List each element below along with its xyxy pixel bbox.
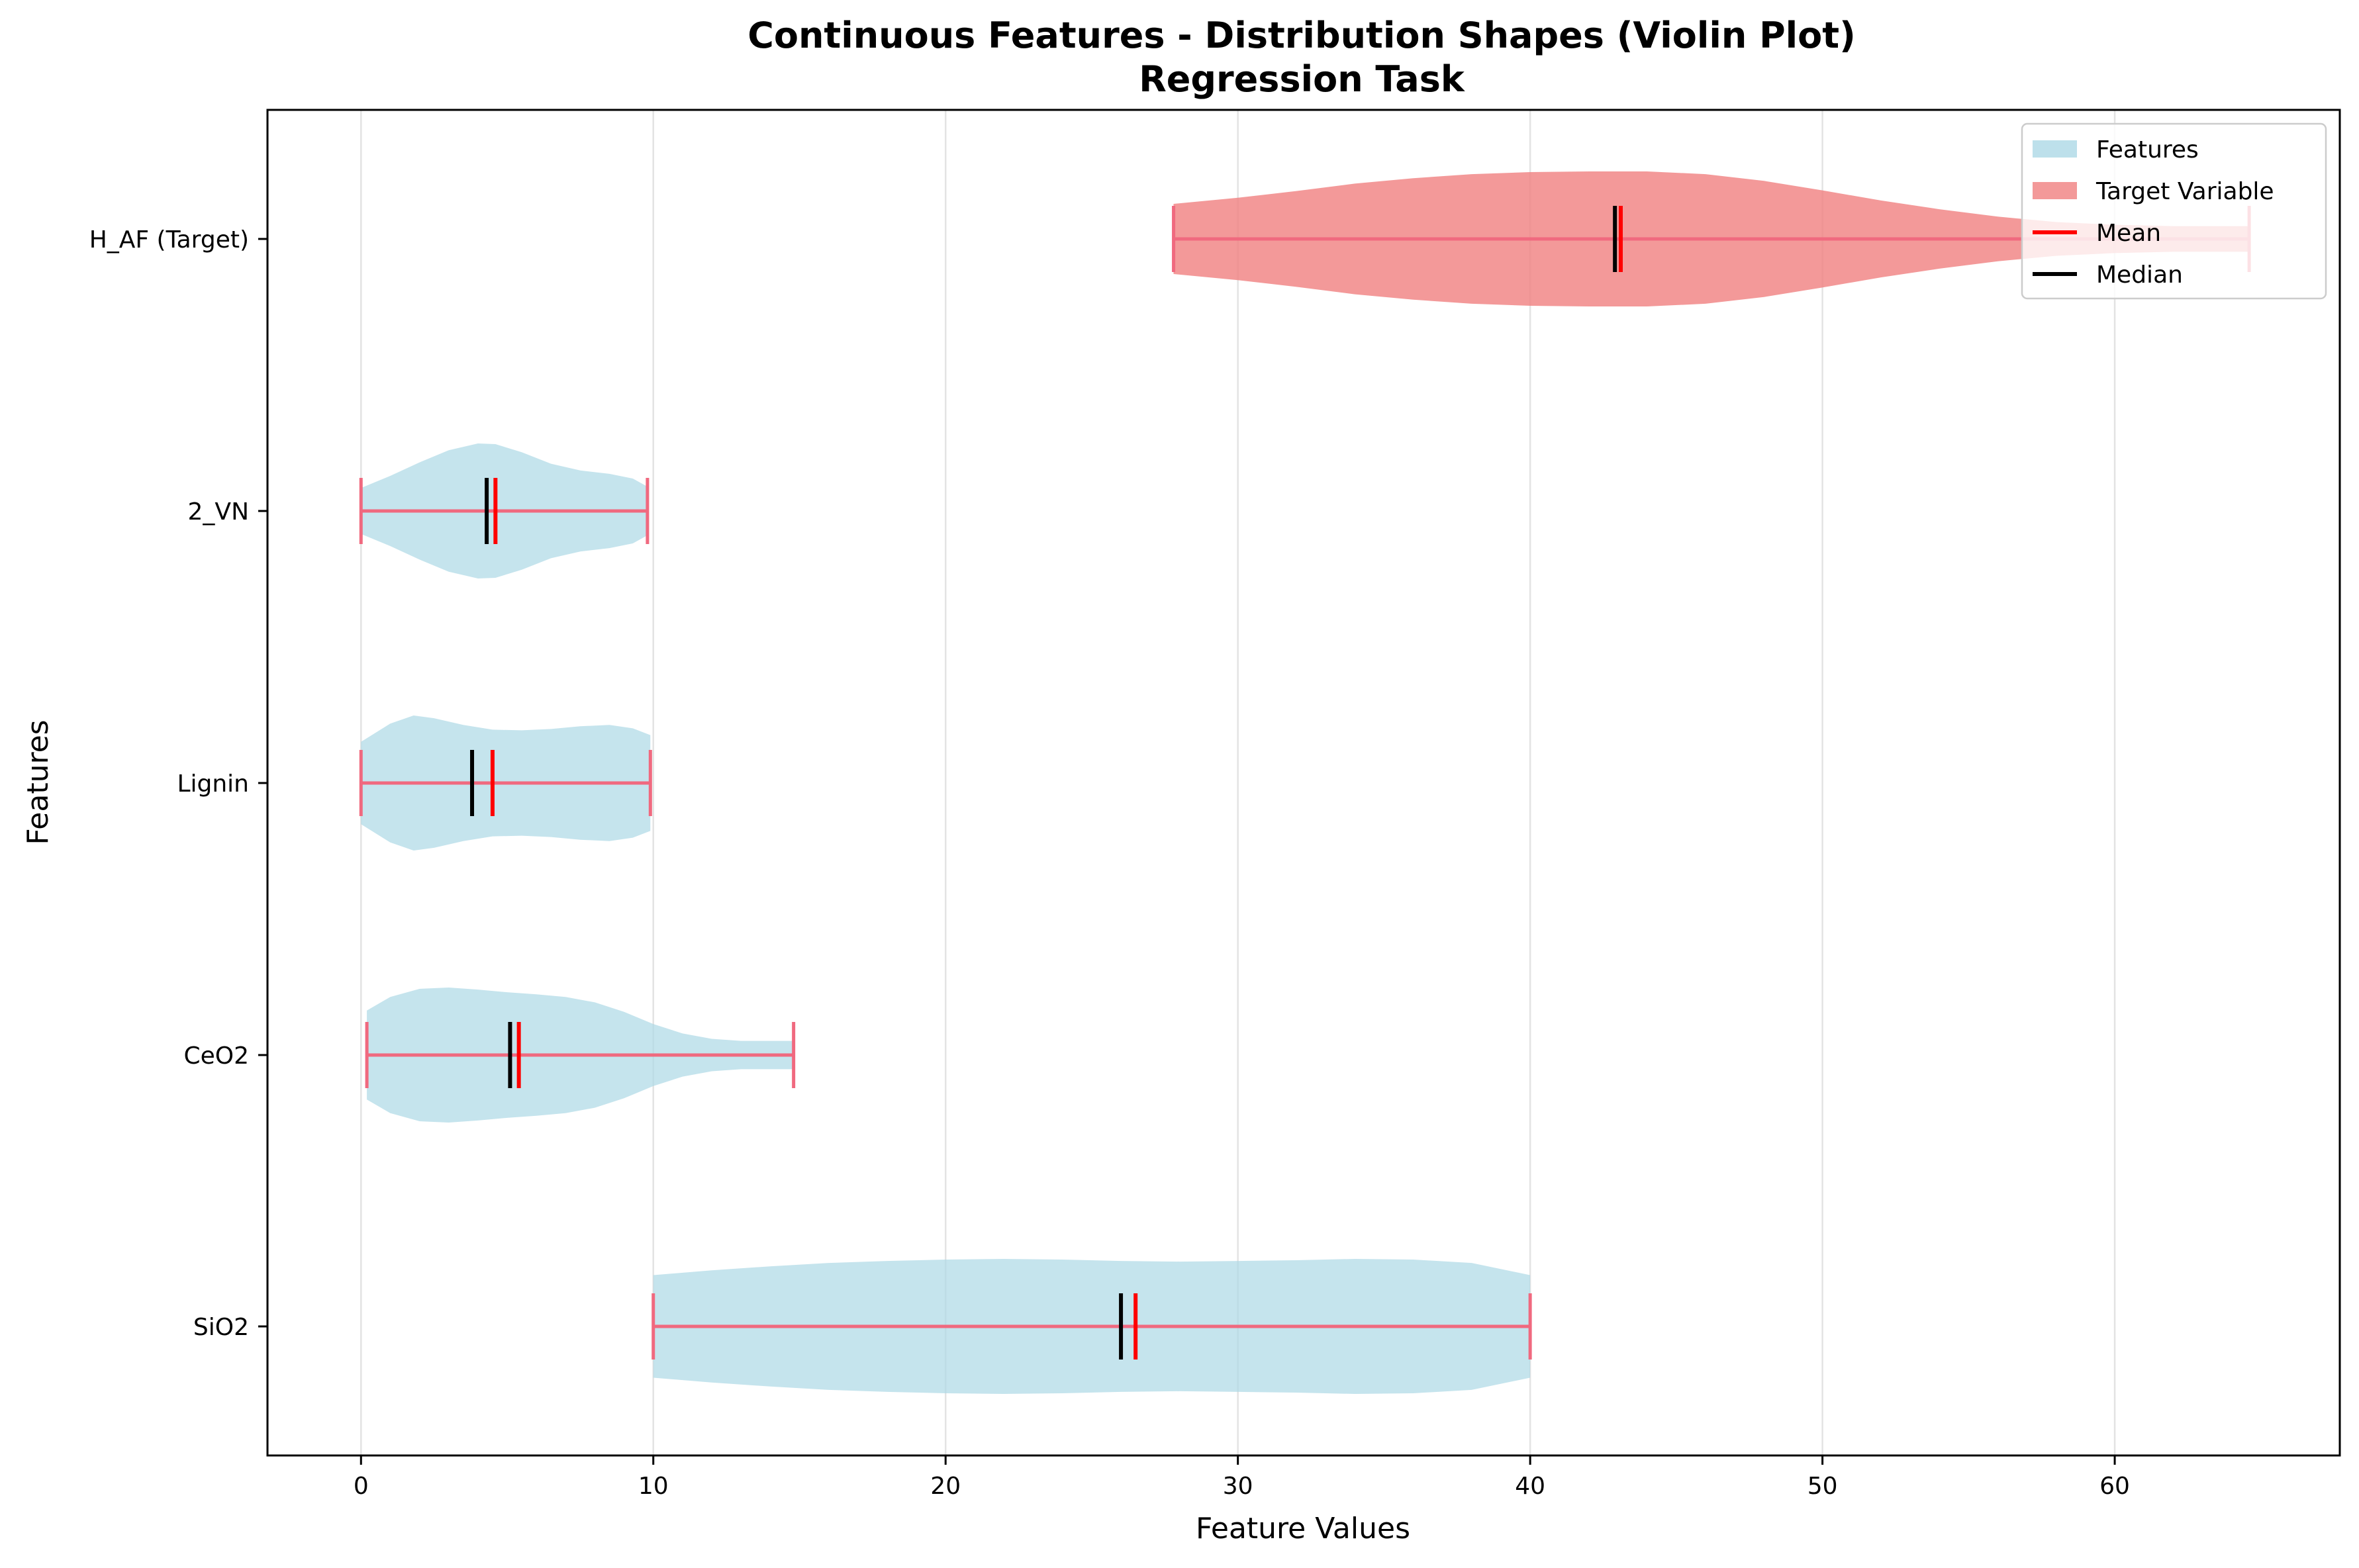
y-tick-label: 2_VN [188,498,249,526]
x-tick-label: 0 [354,1473,369,1500]
x-axis-ticks: 0 10 20 30 40 50 60 [354,1455,2130,1500]
y-tick-label: Lignin [177,770,249,798]
chart-title: Continuous Features - Distribution Shape… [747,15,1856,56]
legend-label: Target Variable [2095,178,2274,205]
legend-swatch [2033,140,2077,158]
legend: Features Target Variable Mean Median [2021,122,2327,300]
x-tick-label: 30 [1223,1473,1253,1500]
x-tick-label: 20 [930,1473,961,1500]
legend-label: Median [2096,261,2183,289]
y-tick-label: SiO2 [193,1314,249,1341]
legend-label: Features [2096,136,2199,163]
legend-swatch [2033,182,2077,199]
legend-box [2021,122,2327,300]
chart-subtitle: Regression Task [1139,58,1465,100]
x-tick-label: 50 [1807,1473,1838,1500]
x-tick-label: 10 [638,1473,669,1500]
y-axis-ticks: SiO2 CeO2 Lignin 2_VN H_AF (Target) [89,226,267,1341]
y-axis-label: Features [21,719,55,845]
x-tick-label: 40 [1515,1473,1545,1500]
grid-layer [360,110,2116,1455]
x-axis-label: Feature Values [1196,1512,1410,1545]
x-tick-label: 60 [2099,1473,2130,1500]
y-tick-label: CeO2 [183,1042,249,1070]
legend-label: Mean [2096,220,2161,247]
y-tick-label: H_AF (Target) [89,226,249,254]
